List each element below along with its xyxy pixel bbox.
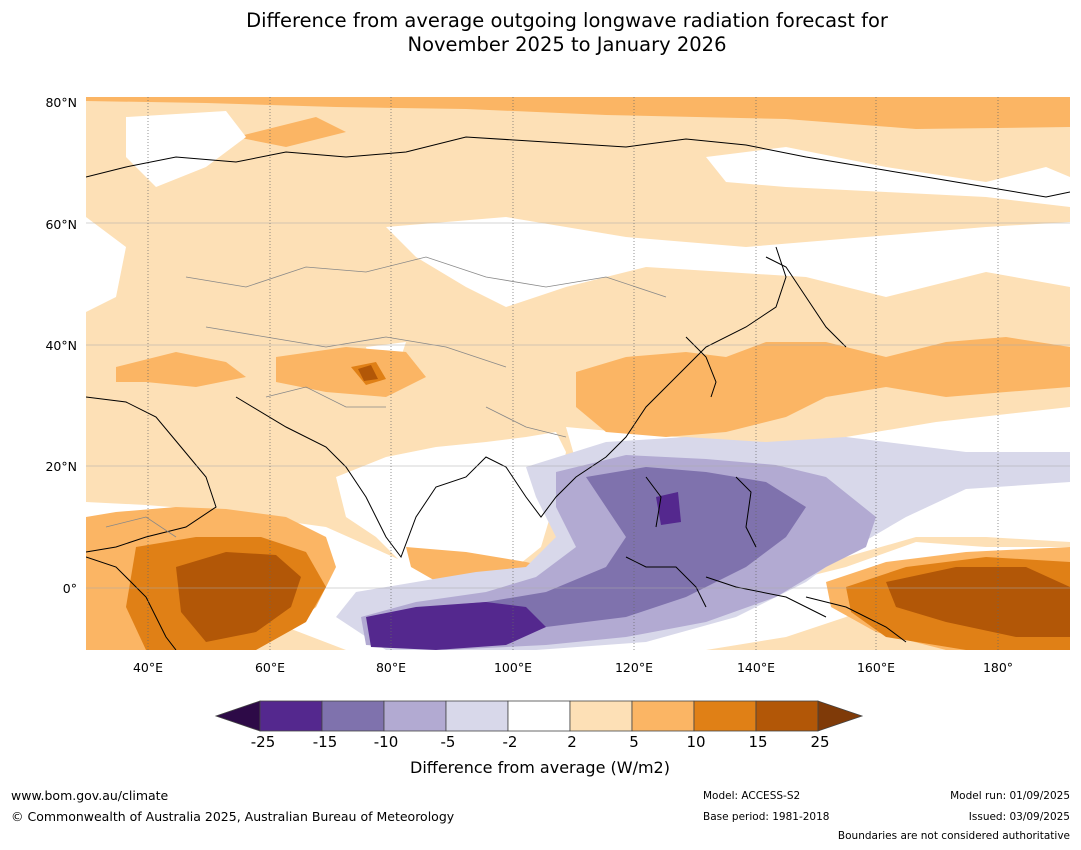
disclaimer-text: Boundaries are not considered authoritat… [837,830,1070,842]
colorbar-swatch [445,700,509,732]
lon-label-60e: 60°E [254,660,286,675]
colorbar [214,700,864,732]
lon-label-120e: 120°E [614,660,653,675]
map-title: Difference from average outgoing longwav… [0,9,1081,57]
lon-label-140e: 140°E [736,660,775,675]
colorbar-swatch [755,700,819,732]
colorbar-label: Difference from average (W/m2) [410,758,670,777]
colorbar-swatch [693,700,757,732]
lat-label-80n: 80°N [45,95,77,110]
colorbar-swatch [569,700,633,732]
colorbar-tick: -2 [502,733,518,751]
website-link[interactable]: www.bom.gov.au/climate [11,788,169,803]
colorbar-tick: -25 [250,733,276,751]
lat-label-20n: 20°N [45,459,77,474]
lat-label-40n: 40°N [45,338,77,353]
colorbar-tick: 25 [810,733,830,751]
colorbar-tick: 15 [748,733,768,751]
colorbar-swatch [631,700,695,732]
lat-label-60n: 60°N [45,217,77,232]
issued-text: Issued: 03/09/2025 [968,811,1070,823]
colorbar-swatch [383,700,447,732]
olr-anomaly-map [86,97,1070,650]
colorbar-tick: 2 [567,733,577,751]
colorbar-tick: -5 [440,733,456,751]
lon-label-180: 180° [982,660,1014,675]
lon-label-40e: 40°E [132,660,164,675]
base-period-text: Base period: 1981-2018 [703,811,830,823]
colorbar-tick: -10 [373,733,399,751]
lon-label-100e: 100°E [493,660,532,675]
model-text: Model: ACCESS-S2 [703,790,801,802]
map-title-line1: Difference from average outgoing longwav… [246,9,888,32]
colorbar-swatch [321,700,385,732]
lon-label-80e: 80°E [375,660,407,675]
colorbar-swatch [507,700,571,732]
colorbar-tick: 10 [686,733,706,751]
lon-label-160e: 160°E [856,660,895,675]
model-run-text: Model run: 01/09/2025 [950,790,1070,802]
map-title-line2: November 2025 to January 2026 [407,33,727,56]
copyright-text: © Commonwealth of Australia 2025, Austra… [11,809,455,824]
colorbar-swatch [259,700,323,732]
colorbar-extend-low [214,700,261,732]
colorbar-tick: -15 [312,733,338,751]
colorbar-tick: 5 [629,733,639,751]
colorbar-extend-high [817,700,864,732]
lat-label-0: 0° [62,581,77,596]
map-canvas [86,97,1070,650]
